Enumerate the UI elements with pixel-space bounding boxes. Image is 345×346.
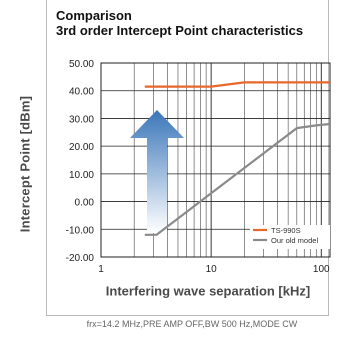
y-tick-label: 20.00 bbox=[69, 142, 94, 153]
y-tick-label: 50.00 bbox=[69, 59, 94, 70]
y-tick-label: 10.00 bbox=[69, 170, 94, 181]
measurement-note: frx=14.2 MHz,PRE AMP OFF,BW 500 Hz,MODE … bbox=[86, 319, 298, 329]
y-tick-label: 40.00 bbox=[69, 87, 94, 98]
y-tick-label: 0.00 bbox=[75, 198, 95, 209]
improvement-arrow bbox=[130, 110, 184, 233]
series-old-model-line bbox=[144, 122, 331, 236]
legend-label: Our old model bbox=[271, 236, 318, 245]
y-tick-label: 30.00 bbox=[69, 114, 94, 125]
series-ts990s-line bbox=[144, 81, 330, 88]
x-axis-label: Interfering wave separation [kHz] bbox=[105, 283, 311, 299]
x-tick-label: 100 bbox=[313, 264, 330, 275]
chart-title-line1: Comparison bbox=[56, 8, 132, 23]
y-tick-label: -20.00 bbox=[66, 253, 95, 264]
x-tick-label: 1 bbox=[98, 264, 104, 275]
chart-frame bbox=[46, 0, 329, 316]
legend-label: TS-990S bbox=[271, 226, 301, 235]
y-tick-label: -10.00 bbox=[66, 225, 95, 236]
x-tick-label: 10 bbox=[206, 264, 218, 275]
chart-title-line2: 3rd order Intercept Point characteristic… bbox=[56, 23, 304, 38]
y-axis-label: Intercept Point [dBm] bbox=[17, 95, 33, 233]
